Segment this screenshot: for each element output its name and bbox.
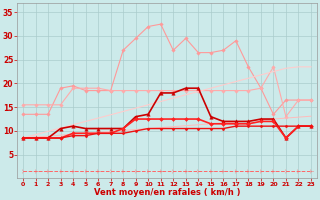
- X-axis label: Vent moyen/en rafales ( km/h ): Vent moyen/en rafales ( km/h ): [94, 188, 240, 197]
